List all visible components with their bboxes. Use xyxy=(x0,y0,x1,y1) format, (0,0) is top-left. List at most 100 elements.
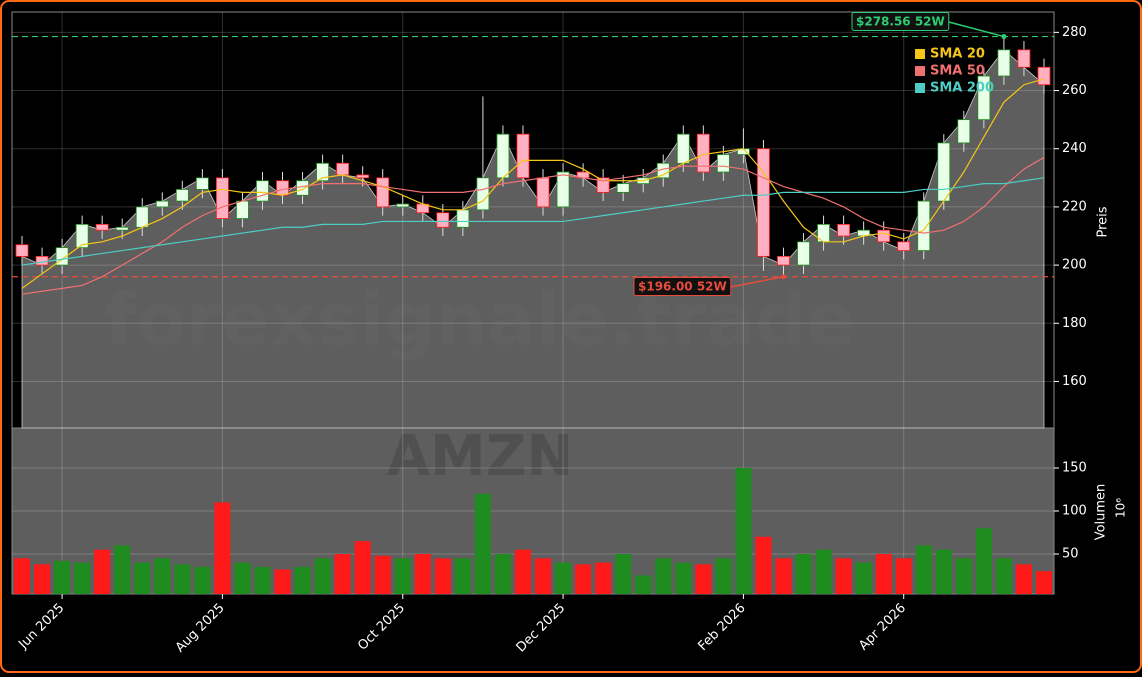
candle-body xyxy=(155,200,169,208)
candle-body xyxy=(215,177,229,219)
volume-bar xyxy=(14,558,31,594)
sma-line xyxy=(21,78,1045,289)
y-tick-label: 180 xyxy=(1062,316,1087,331)
legend-swatch xyxy=(915,83,925,93)
volume-bar xyxy=(334,554,351,594)
candle-body xyxy=(1037,66,1051,86)
candle-body xyxy=(256,180,269,202)
legend-swatch xyxy=(915,49,925,59)
candle-body xyxy=(777,255,790,266)
y-tick-label: 260 xyxy=(1062,83,1087,98)
candle-body xyxy=(797,241,810,266)
volume-bar xyxy=(34,564,51,594)
y-tick-label: 200 xyxy=(1062,258,1087,273)
candle-body xyxy=(536,177,550,208)
volume-bar xyxy=(474,493,491,594)
candle-body xyxy=(897,241,911,251)
annotation-arrowhead xyxy=(780,274,786,280)
volume-bar xyxy=(915,545,932,594)
y-tick-label: 100 xyxy=(1062,504,1087,519)
volume-bar xyxy=(434,558,451,594)
volume-axis-label: Volumen xyxy=(1094,484,1109,541)
candle-body xyxy=(356,174,370,179)
legend-swatch xyxy=(915,66,925,76)
volume-bar xyxy=(414,554,431,594)
candle-body xyxy=(476,177,490,211)
candle-body xyxy=(596,177,610,193)
candle-body xyxy=(95,223,109,231)
volume-bar xyxy=(955,558,972,594)
candle-body xyxy=(716,154,730,173)
volume-bar xyxy=(354,541,371,594)
candle-body xyxy=(496,133,510,179)
volume-bar xyxy=(1035,571,1052,594)
volume-bar xyxy=(494,554,511,594)
volume-bar xyxy=(94,549,111,594)
volume-bar xyxy=(535,558,552,594)
volume-bar xyxy=(555,562,572,594)
candle-body xyxy=(436,212,450,228)
candle-body xyxy=(195,177,209,190)
candle-body xyxy=(75,223,89,249)
candle-body xyxy=(757,148,770,257)
candle-body xyxy=(917,200,931,251)
volume-bar xyxy=(174,564,191,594)
candle-body xyxy=(296,180,309,196)
candle-body xyxy=(376,177,390,208)
volume-bar xyxy=(54,560,71,594)
volume-bar xyxy=(134,562,151,594)
volume-bar xyxy=(575,564,592,594)
volume-bar xyxy=(234,562,251,594)
volume-bar xyxy=(715,558,732,594)
annotation-arrow xyxy=(948,21,1005,38)
sma-line xyxy=(21,177,1045,266)
candle-body xyxy=(977,75,991,121)
legend-label: SMA 50 xyxy=(930,64,985,79)
volume-bar xyxy=(314,558,331,594)
volume-bar xyxy=(875,554,892,594)
volume-bar xyxy=(675,562,692,594)
volume-bar xyxy=(975,528,992,594)
volume-bar xyxy=(394,558,411,594)
candle-body xyxy=(997,49,1011,77)
volume-bar xyxy=(855,562,872,594)
volume-bar xyxy=(735,467,752,594)
volume-bar xyxy=(695,564,712,594)
candle-body xyxy=(1017,49,1031,68)
annotation: $278.56 52W xyxy=(851,12,950,31)
candle-body xyxy=(676,133,690,164)
volume-bar xyxy=(254,566,271,594)
candle-body xyxy=(396,203,410,208)
volume-bar xyxy=(374,555,391,594)
candle-body xyxy=(877,229,891,243)
y-axis-label: Preis xyxy=(1096,206,1111,237)
candle-body xyxy=(35,255,49,266)
candle-body xyxy=(516,133,530,179)
volume-exponent: 10⁶ xyxy=(1114,498,1128,518)
volume-bar xyxy=(635,575,652,594)
volume-bar xyxy=(74,562,91,594)
annotation: $196.00 52W xyxy=(633,277,732,296)
annotation-box xyxy=(851,12,950,31)
legend-label: SMA 200 xyxy=(930,81,994,96)
candle-body xyxy=(937,142,951,202)
volume-bar xyxy=(815,549,832,594)
candle-body xyxy=(115,226,129,231)
volume-bar xyxy=(114,545,131,594)
volume-bar xyxy=(775,558,792,594)
volume-bar xyxy=(895,558,912,594)
y-tick-label: 160 xyxy=(1062,374,1087,389)
volume-bar xyxy=(935,549,952,594)
candle-body xyxy=(15,244,29,257)
annotation-arrowhead xyxy=(1001,34,1007,40)
candle-body xyxy=(837,223,851,237)
candle-body xyxy=(175,189,189,202)
candle-body xyxy=(456,209,470,228)
y-tick-label: 220 xyxy=(1062,199,1087,214)
volume-bar xyxy=(995,558,1012,594)
volume-bar xyxy=(655,558,672,594)
sma-line xyxy=(21,156,1045,295)
volume-bar xyxy=(274,569,291,594)
annotation-arrow xyxy=(730,275,784,288)
